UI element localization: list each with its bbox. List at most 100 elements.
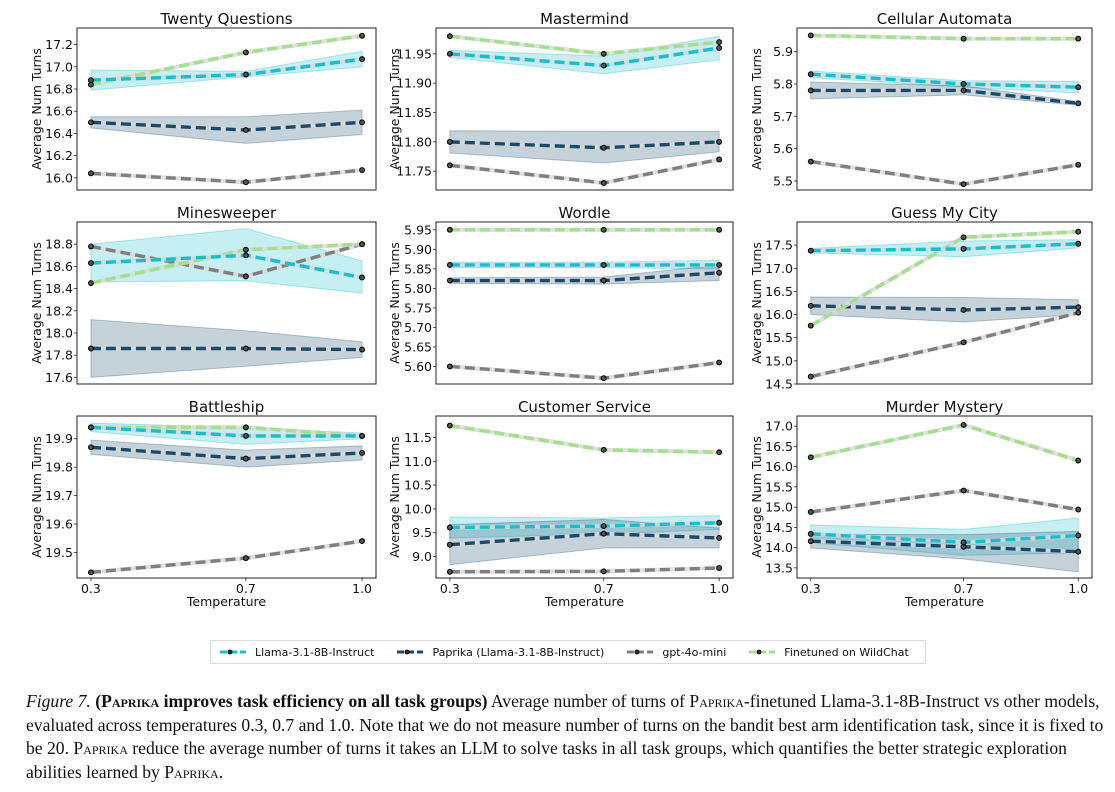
y-tick-label: 19.5 [45, 545, 73, 560]
y-tick-label: 17.0 [45, 59, 73, 74]
y-tick-label: 16.2 [45, 148, 73, 163]
data-point-paprika-llama-3-1-8b-instruct [446, 541, 453, 548]
subplot-twenty-questions: Twenty Questions 16.0 16.2 16.4 16.6 16.8 17.0… [29, 10, 377, 191]
data-point-llama-3-1-8b-instruct [87, 260, 94, 267]
y-tick-label: 11.0 [404, 454, 432, 469]
subplot-title: Twenty Questions [159, 10, 292, 28]
data-point-finetuned-on-wildchat [242, 49, 249, 56]
y-axis-label: Average Num Turns [387, 242, 402, 364]
subplot-cellular-automata: Cellular Automata 5.5 5.6 5.7 5.8 5.9 Average … [749, 10, 1093, 191]
y-tick-label: 13.5 [765, 560, 793, 575]
y-tick-label: 16.4 [45, 126, 73, 141]
x-tick-label: 0.3 [81, 581, 101, 596]
data-point-finetuned-on-wildchat [242, 424, 249, 431]
axes-frame [435, 221, 734, 385]
subplot-wordle: Wordle 5.60 5.65 5.70 5.75 5.80 5.85 5.90 5.95Av… [387, 204, 734, 385]
data-point-gpt-4o-mini [807, 509, 814, 515]
x-tick-label: 1.0 [709, 581, 729, 596]
caption-label: Figure 7. [26, 691, 91, 711]
data-point-gpt-4o-mini [807, 373, 814, 380]
data-point-paprika-llama-3-1-8b-instruct [1075, 548, 1082, 555]
data-point-llama-3-1-8b-instruct [600, 62, 607, 69]
y-tick-label: 15.5 [765, 330, 793, 345]
data-point-gpt-4o-mini [359, 538, 366, 545]
data-point-finetuned-on-wildchat [87, 280, 94, 286]
data-point-gpt-4o-mini [600, 180, 607, 186]
data-point-paprika-llama-3-1-8b-instruct [242, 455, 249, 462]
data-point-paprika-llama-3-1-8b-instruct [359, 119, 366, 126]
y-tick-label: 17.0 [765, 419, 793, 434]
data-point-llama-3-1-8b-instruct [87, 77, 94, 84]
axes-frame [435, 415, 734, 579]
data-point-llama-3-1-8b-instruct [242, 252, 249, 259]
plot-area [90, 33, 363, 185]
data-point-gpt-4o-mini [87, 170, 94, 177]
data-point-finetuned-on-wildchat [960, 234, 967, 241]
data-point-finetuned-on-wildchat [446, 422, 453, 429]
plot-area [449, 227, 720, 381]
data-point-llama-3-1-8b-instruct [446, 524, 453, 531]
subplot-murder-mystery: Murder Mystery 13.5 14.0 14.5 15.0 15.5 16.0 16… [749, 398, 1093, 609]
data-point-finetuned-on-wildchat [1075, 35, 1082, 42]
data-point-paprika-llama-3-1-8b-instruct [807, 87, 814, 94]
plot-area [810, 422, 1079, 573]
y-tick-label: 5.65 [404, 339, 432, 354]
y-axis-label: Average Num Turns [29, 48, 44, 170]
caption-sc-1: Paprika [689, 691, 744, 711]
y-tick-label: 5.85 [404, 261, 432, 276]
legend: Llama-3.1-8B-Instruct Paprika (Llama-3.1… [210, 640, 926, 664]
x-axis-label: Temperature [904, 594, 984, 609]
data-point-paprika-llama-3-1-8b-instruct [960, 306, 967, 313]
subplot-title: Guess My City [891, 204, 998, 222]
data-point-gpt-4o-mini [446, 162, 453, 169]
legend-label-paprika: Paprika (Llama-3.1-8B-Instruct) [432, 645, 605, 659]
figure-caption: Figure 7. (Paprika improves task efficie… [26, 690, 1106, 784]
y-axis-label: Average Num Turns [29, 436, 44, 558]
data-point-llama-3-1-8b-instruct [359, 274, 366, 281]
caption-text-end: . [218, 761, 224, 782]
y-tick-label: 5.80 [404, 281, 432, 296]
caption-bold-rest: improves task efficiency on all task gro… [159, 691, 488, 711]
caption-sc-3: Paprika [164, 761, 219, 782]
x-tick-label: 0.7 [594, 581, 614, 596]
y-tick-label: 5.9 [773, 44, 793, 59]
y-tick-label: 16.0 [765, 307, 793, 322]
data-point-paprika-llama-3-1-8b-instruct [600, 277, 607, 284]
x-tick-label: 1.0 [1068, 581, 1088, 596]
data-point-paprika-llama-3-1-8b-instruct [87, 345, 94, 352]
data-point-llama-3-1-8b-instruct [807, 530, 814, 537]
y-tick-label: 15.0 [765, 500, 793, 515]
y-tick-label: 15.0 [765, 353, 793, 368]
y-tick-label: 16.5 [765, 439, 793, 454]
y-tick-label: 19.6 [45, 517, 73, 532]
legend-item-llama: Llama-3.1-8B-Instruct [219, 646, 374, 659]
caption-text-2: -finetuned Llama-3.1-8B-Instruct vs othe… [26, 691, 1104, 758]
data-point-paprika-llama-3-1-8b-instruct [446, 277, 453, 284]
data-point-finetuned-on-wildchat [807, 454, 814, 461]
data-point-llama-3-1-8b-instruct [960, 80, 967, 87]
data-point-finetuned-on-wildchat [716, 226, 723, 233]
data-point-gpt-4o-mini [1075, 506, 1082, 513]
y-tick-label: 5.70 [404, 320, 432, 335]
data-point-llama-3-1-8b-instruct [716, 45, 723, 51]
data-point-gpt-4o-mini [242, 555, 249, 562]
data-point-finetuned-on-wildchat [960, 35, 967, 42]
y-axis-label: Average Num Turns [29, 242, 44, 364]
subplot-guess-my-city: Guess My City 14.5 15.0 15.5 16.0 16.5 17.0 17.… [749, 204, 1093, 392]
y-tick-label: 11.95 [396, 46, 432, 61]
data-point-paprika-llama-3-1-8b-instruct [1075, 100, 1082, 107]
confidence-band-paprika-llama-3-1-8b-instruct [90, 109, 363, 144]
data-point-llama-3-1-8b-instruct [242, 71, 249, 78]
plot-area [90, 422, 363, 575]
data-point-gpt-4o-mini [716, 359, 723, 366]
x-tick-label: 0.7 [954, 581, 974, 596]
plot-area [809, 229, 1079, 379]
data-point-gpt-4o-mini [242, 179, 249, 186]
data-point-llama-3-1-8b-instruct [716, 261, 723, 268]
y-tick-label: 5.75 [404, 300, 432, 315]
y-axis-label: Average Num Turns [749, 242, 764, 364]
data-point-gpt-4o-mini [87, 569, 94, 576]
y-tick-label: 16.6 [45, 104, 73, 119]
data-point-finetuned-on-wildchat [1075, 457, 1082, 464]
data-point-finetuned-on-wildchat [359, 32, 366, 39]
